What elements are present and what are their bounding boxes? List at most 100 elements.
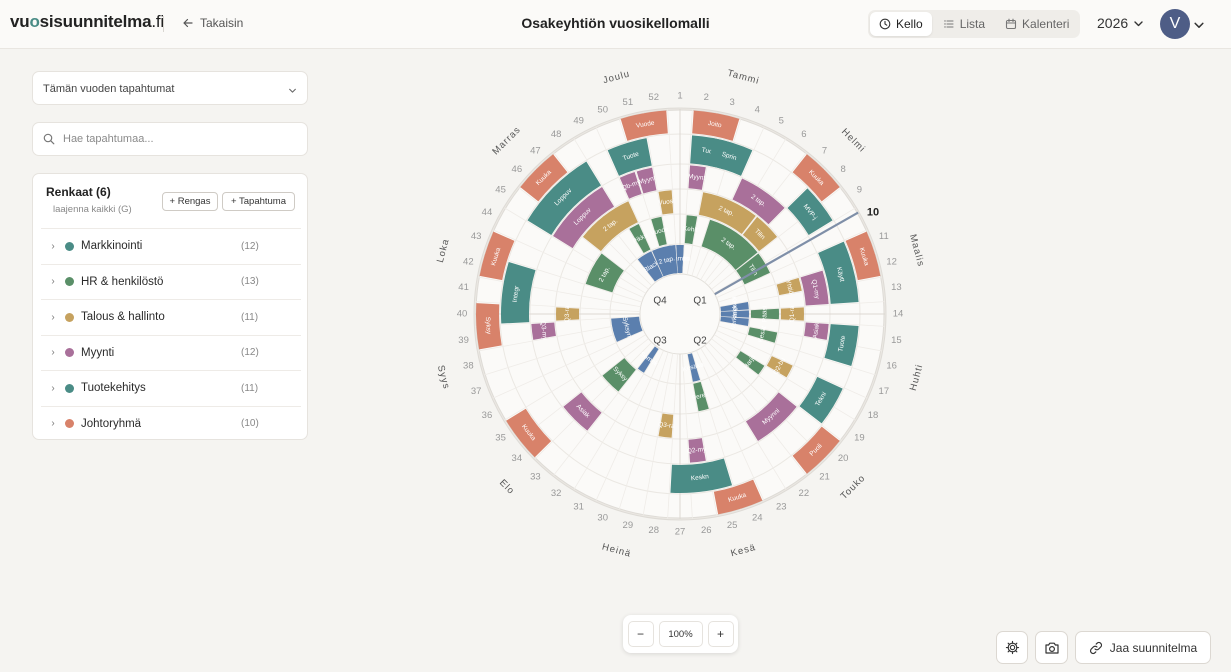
event-arc[interactable] (742, 216, 778, 252)
week-number-label[interactable]: 19 (854, 432, 865, 443)
event-arc[interactable] (732, 178, 785, 225)
settings-button[interactable] (996, 631, 1028, 664)
event-block[interactable]: Joito (692, 110, 740, 141)
event-arc[interactable] (527, 161, 601, 235)
week-number-label[interactable]: 9 (857, 185, 862, 196)
event-block[interactable]: Loppuv (553, 187, 615, 249)
week-number-label[interactable]: 4 (755, 105, 760, 116)
event-block[interactable]: Q3-my (531, 320, 556, 341)
event-block[interactable]: Harjo (736, 351, 765, 375)
week-number-label[interactable]: 51 (623, 97, 634, 108)
week-number-label[interactable]: 22 (799, 488, 810, 499)
week-number-label[interactable]: 39 (458, 335, 469, 346)
event-arc[interactable] (520, 154, 568, 202)
ring-row[interactable]: › Myynti (12) (41, 334, 301, 370)
event-block[interactable]: Q2-bu (766, 356, 793, 378)
event-block[interactable]: Kuuka (506, 408, 552, 458)
week-number-label[interactable]: 18 (868, 410, 879, 421)
week-number-label[interactable]: 8 (841, 164, 846, 175)
event-arc[interactable] (845, 231, 881, 281)
week-number-label[interactable]: 32 (551, 488, 562, 499)
week-number-label[interactable]: 44 (482, 207, 493, 218)
week-number-label[interactable]: 29 (623, 520, 634, 531)
week-number-label[interactable]: 50 (597, 105, 608, 116)
event-block[interactable]: Markk (720, 304, 749, 323)
event-arc[interactable] (563, 392, 602, 431)
week-number-label[interactable]: 46 (512, 164, 523, 175)
event-arc[interactable] (553, 187, 615, 249)
year-wheel[interactable]: Vuode JoitoKuukaKuukaPuoliKuukaKuukaSyksy… (323, 50, 1231, 672)
event-arc[interactable] (688, 438, 706, 463)
event-block[interactable]: Somek (637, 346, 660, 373)
week-number-label[interactable]: 43 (471, 231, 482, 242)
event-arc[interactable] (620, 110, 668, 141)
week-number-label[interactable]: 36 (482, 410, 493, 421)
event-arc[interactable] (684, 215, 698, 245)
event-arc[interactable] (708, 138, 753, 176)
event-arc[interactable] (780, 307, 804, 321)
week-number-label[interactable]: 16 (886, 361, 897, 372)
event-block[interactable]: 2 tap. (698, 192, 756, 235)
share-plan-button[interactable]: Jaa suunnitelma (1075, 631, 1211, 664)
week-number-label[interactable]: 12 (886, 256, 897, 267)
event-arc[interactable] (637, 346, 659, 373)
event-block[interactable]: Kuuka (479, 231, 515, 281)
event-block[interactable]: Tilin (742, 216, 778, 252)
event-arc[interactable] (479, 231, 515, 281)
event-arc[interactable] (619, 172, 642, 199)
chevron-right-icon[interactable]: › (51, 382, 55, 394)
week-number-label[interactable]: 25 (727, 520, 738, 531)
week-number-label[interactable]: 23 (776, 502, 787, 513)
week-number-label[interactable]: 3 (730, 97, 735, 108)
tab-kalenteri[interactable]: Kalenteri (996, 12, 1078, 36)
event-block[interactable]: Yhtiö (776, 277, 802, 296)
event-block[interactable]: Q3-ra (658, 413, 676, 438)
event-arc[interactable] (692, 110, 740, 141)
event-arc[interactable] (476, 303, 502, 350)
event-arc[interactable] (651, 216, 667, 247)
tab-lista[interactable]: Lista (934, 12, 994, 36)
event-arc[interactable] (747, 327, 778, 343)
event-block[interactable]: Kuuka (792, 154, 840, 202)
week-number-label[interactable]: 11 (879, 231, 889, 242)
add-ring-button[interactable]: + Rengas (162, 192, 218, 211)
event-arc[interactable] (556, 307, 580, 321)
event-arc[interactable] (531, 322, 556, 340)
week-number-label[interactable]: 2 (704, 92, 709, 103)
zoom-in-button[interactable]: + (707, 621, 734, 647)
chevron-right-icon[interactable]: › (51, 276, 55, 287)
event-block[interactable]: Kuuka (713, 479, 763, 515)
chevron-right-icon[interactable]: › (51, 311, 55, 323)
chevron-right-icon[interactable]: › (51, 418, 55, 429)
event-arc[interactable] (799, 376, 843, 424)
week-number-label[interactable]: 35 (495, 432, 506, 443)
expand-all-link[interactable]: laajenna kaikki (G) (53, 204, 132, 215)
event-block[interactable]: Kevään (720, 296, 749, 319)
week-number-label[interactable]: 5 (779, 115, 784, 126)
event-block[interactable]: Qb-my (619, 172, 643, 199)
event-block[interactable]: Black (637, 251, 663, 282)
event-arc[interactable] (607, 138, 652, 176)
event-block[interactable]: Syksy (602, 358, 636, 392)
event-arc[interactable] (804, 322, 829, 340)
event-block[interactable]: Q1-my (800, 270, 829, 306)
year-selector[interactable]: 2026 (1097, 15, 1144, 31)
week-number-label[interactable]: 52 (648, 92, 659, 103)
event-block[interactable]: 2 tap. (652, 245, 678, 277)
week-number-label[interactable]: 33 (530, 472, 541, 483)
event-block[interactable]: 2 tap. (585, 253, 624, 293)
event-filter-select[interactable]: Tämän vuoden tapahtumat (32, 71, 308, 105)
event-arc[interactable] (713, 479, 763, 515)
week-number-label[interactable]: 45 (495, 185, 506, 196)
event-arc[interactable] (776, 277, 802, 296)
week-number-label[interactable]: 42 (463, 256, 474, 267)
event-arc[interactable] (766, 356, 793, 378)
chevron-right-icon[interactable]: › (51, 347, 55, 358)
event-block[interactable]: Vuode (620, 110, 668, 141)
event-arc[interactable] (582, 201, 638, 252)
event-block[interactable]: Tekni (799, 376, 843, 424)
week-number-label[interactable]: 41 (458, 282, 469, 293)
event-arc[interactable] (745, 392, 797, 441)
event-arc[interactable] (501, 261, 536, 324)
event-arc[interactable] (698, 192, 756, 235)
